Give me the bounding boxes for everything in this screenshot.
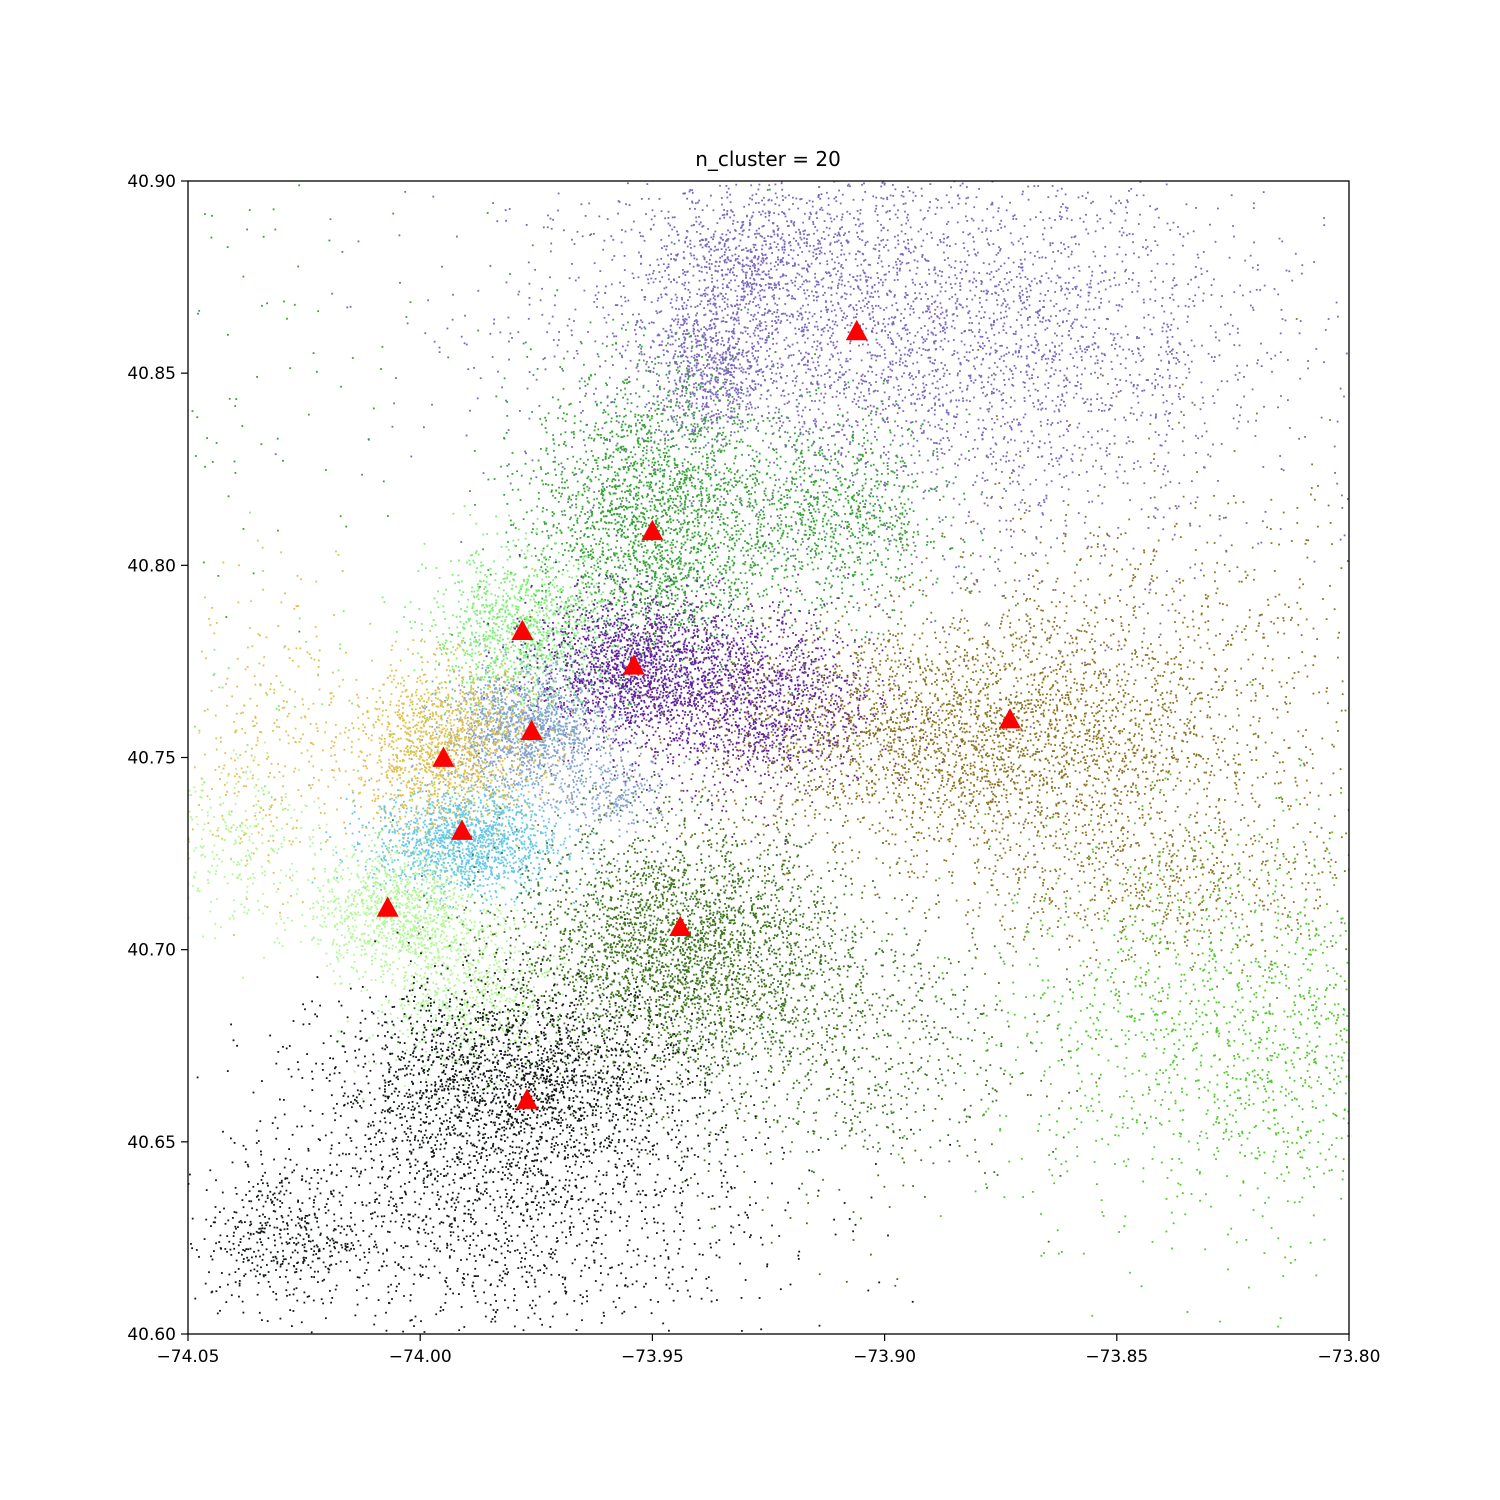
y-tick-label-0: 40.60 [127,1325,176,1345]
centroid-marker-10 [669,915,692,936]
x-tick-label-0: −74.05 [157,1347,220,1367]
centroid-marker-6 [432,746,455,767]
centroid-marker-3 [511,619,534,641]
centroid-marker-8 [450,819,473,840]
cluster-6-points [188,539,611,936]
x-tick-label-1: −74.00 [389,1347,452,1367]
centroids-layer [376,319,1021,1109]
y-tick-label-4: 40.80 [127,556,176,576]
x-tick-label-3: −73.90 [853,1347,916,1367]
y-tick-label-3: 40.75 [127,749,176,769]
chart-title: n_cluster = 20 [695,147,841,171]
y-tick-label-6: 40.90 [127,172,176,192]
points-layer [188,181,1349,1334]
cluster-1-points [197,181,1349,751]
cluster-4-points [483,516,961,845]
centroid-marker-11 [516,1088,539,1109]
y-tick-label-1: 40.65 [127,1133,176,1153]
centroid-marker-2 [641,519,664,541]
centroid-marker-4 [622,654,645,675]
centroid-marker-1 [845,319,868,341]
y-tick-label-2: 40.70 [127,941,176,961]
cluster-12-points [881,681,1349,1328]
x-tick-label-4: −73.85 [1085,1347,1148,1367]
cluster-2-points [191,184,1078,761]
y-axis: 40.60 40.65 40.70 40.75 40.80 40.85 40.90 [127,172,188,1345]
x-tick-label-5: −73.80 [1318,1347,1381,1367]
cluster-7-points [529,318,1349,1091]
centroid-marker-9 [376,896,399,917]
x-tick-label-2: −73.95 [621,1347,684,1367]
cluster-9-points [188,732,667,1113]
centroid-marker-7 [998,708,1021,729]
centroid-marker-5 [520,719,543,740]
y-tick-label-5: 40.85 [127,364,176,384]
x-axis: −74.05 −74.00 −73.95 −73.90 −73.85 −73.80 [157,1334,1381,1367]
